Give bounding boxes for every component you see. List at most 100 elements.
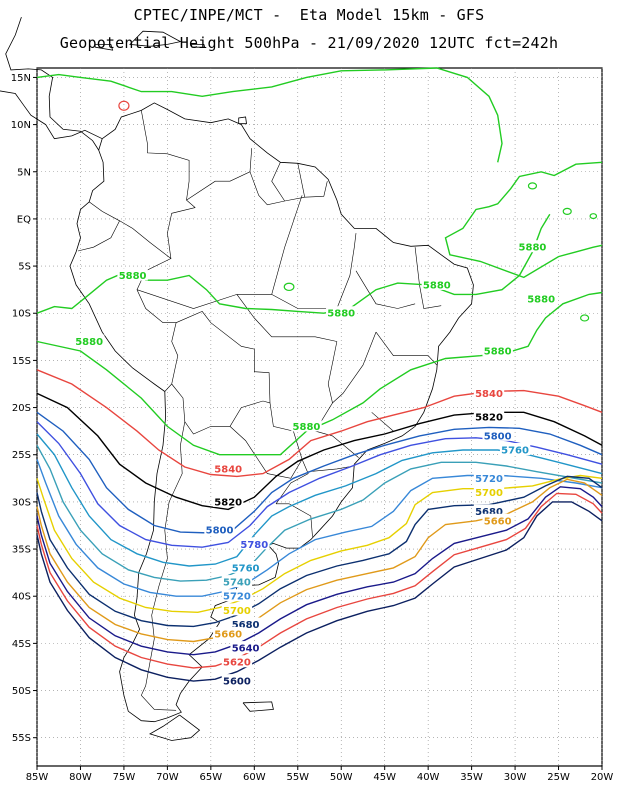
contour-label-bg xyxy=(213,626,244,639)
lat-tick-label: 45S xyxy=(12,639,31,650)
lon-tick-label: 50W xyxy=(330,772,353,783)
lon-tick-label: 60W xyxy=(243,772,266,783)
contour-label: 5840 xyxy=(214,464,242,475)
contour-label: 5720 xyxy=(223,592,251,603)
contour-label: 5800 xyxy=(484,431,512,442)
contour-5880-cell xyxy=(283,282,295,292)
contour-5620 xyxy=(36,492,603,669)
contour-label-bg xyxy=(517,240,548,253)
border-line xyxy=(371,412,394,432)
contour-label-bg xyxy=(221,603,253,616)
contour-5880-cell xyxy=(580,314,590,322)
contour-5700 xyxy=(36,474,603,614)
border-line xyxy=(271,162,285,202)
border-line xyxy=(89,201,196,260)
coastline xyxy=(94,44,114,51)
contour-label: 5880 xyxy=(527,295,555,306)
contour-label: 5880 xyxy=(119,271,147,282)
contour-label-bg xyxy=(230,617,261,630)
contour-5680 xyxy=(36,475,603,628)
contour-label-bg xyxy=(221,655,253,668)
coastline xyxy=(191,44,206,48)
lat-tick-label: 15N xyxy=(11,73,31,84)
lon-tick-label: 75W xyxy=(113,772,136,783)
contour-label-bg xyxy=(326,306,357,319)
border-line xyxy=(175,311,309,504)
lat-tick-label: 10N xyxy=(11,120,31,131)
contour-5760 xyxy=(36,433,603,567)
contour-label: 5760 xyxy=(501,446,529,457)
coastline xyxy=(242,701,274,712)
contour-label-bg xyxy=(473,485,505,498)
coastlines-and-borders xyxy=(0,16,474,741)
contour-5880 xyxy=(444,161,603,279)
border-line xyxy=(141,110,196,208)
coastline xyxy=(149,714,201,741)
contour-5880-cell xyxy=(589,213,598,220)
lat-tick-label: 20S xyxy=(12,403,31,414)
border-line xyxy=(375,331,438,366)
map-title-line-2: Geopotential Height 500hPa - 21/09/2020 … xyxy=(59,34,559,52)
contour-label: 5880 xyxy=(327,309,355,320)
contour-label-bg xyxy=(482,428,513,441)
contour-5820 xyxy=(36,392,603,511)
border-line xyxy=(315,430,359,458)
contour-label: 5880 xyxy=(484,346,512,357)
contour-label: 5840 xyxy=(475,389,503,400)
border-line xyxy=(314,341,338,432)
lon-tick-label: 40W xyxy=(417,772,440,783)
contour-label-bg xyxy=(473,504,505,517)
contour-5660 xyxy=(36,478,603,643)
contour-label-bg xyxy=(204,523,235,536)
lat-tick-label: 5N xyxy=(17,167,31,178)
contour-label: 5820 xyxy=(475,413,503,424)
border-line xyxy=(186,148,252,201)
lat-tick-label: 25S xyxy=(12,450,31,461)
contour-label-bg xyxy=(473,471,505,484)
latitude-axis: 15N 10N 5N EQ 5S 10S 15S 20S 25S 30S 35S 40S 45S 50S 5… xyxy=(11,73,37,744)
border-line xyxy=(308,465,354,472)
contour-label-bg xyxy=(239,537,270,550)
contour-5720 xyxy=(36,459,603,597)
border-line xyxy=(236,294,337,342)
contour-label: 5640 xyxy=(232,644,260,655)
lon-tick-label: 70W xyxy=(156,772,179,783)
border-line xyxy=(276,503,313,537)
border-line xyxy=(140,421,186,711)
contour-label: 5660 xyxy=(214,629,242,640)
contour-label-bg xyxy=(421,277,453,290)
lat-tick-label: 40S xyxy=(12,592,31,603)
lon-tick-label: 30W xyxy=(504,772,527,783)
contour-5780 xyxy=(36,421,603,548)
lat-tick-label: 5S xyxy=(18,262,31,273)
lat-tick-label: 35S xyxy=(12,545,31,556)
coastline xyxy=(129,30,182,47)
lon-tick-label: 55W xyxy=(286,772,309,783)
border-line xyxy=(171,383,271,435)
contour-label-bg xyxy=(221,589,253,602)
contour-label: 5620 xyxy=(223,658,251,669)
contour-label-bg xyxy=(482,513,513,526)
contour-label: 5760 xyxy=(232,563,260,574)
contour-5840 xyxy=(36,369,603,478)
lat-tick-label: 30S xyxy=(12,497,31,508)
height-contours xyxy=(36,67,603,682)
contour-label-bg xyxy=(221,674,253,687)
contour-label: 5800 xyxy=(206,526,234,537)
contour-label: 5880 xyxy=(519,243,547,254)
contour-label: 5780 xyxy=(240,540,268,551)
border-line xyxy=(414,247,442,309)
contour-5640 xyxy=(36,486,603,656)
border-line xyxy=(229,426,303,479)
contour-label: 5660 xyxy=(484,516,512,527)
contour-labels: 5880 5880 5880 5880 5880 5880 5880 5880 5840 5840… xyxy=(73,240,557,688)
lon-tick-label: 85W xyxy=(26,772,49,783)
border-line xyxy=(136,289,337,309)
lat-tick-label: 10S xyxy=(12,309,31,320)
border-line xyxy=(355,270,416,309)
contour-label: 5740 xyxy=(223,578,251,589)
lon-tick-label: 35W xyxy=(460,772,483,783)
contour-label-bg xyxy=(473,410,505,422)
contour-label: 5680 xyxy=(232,620,260,631)
